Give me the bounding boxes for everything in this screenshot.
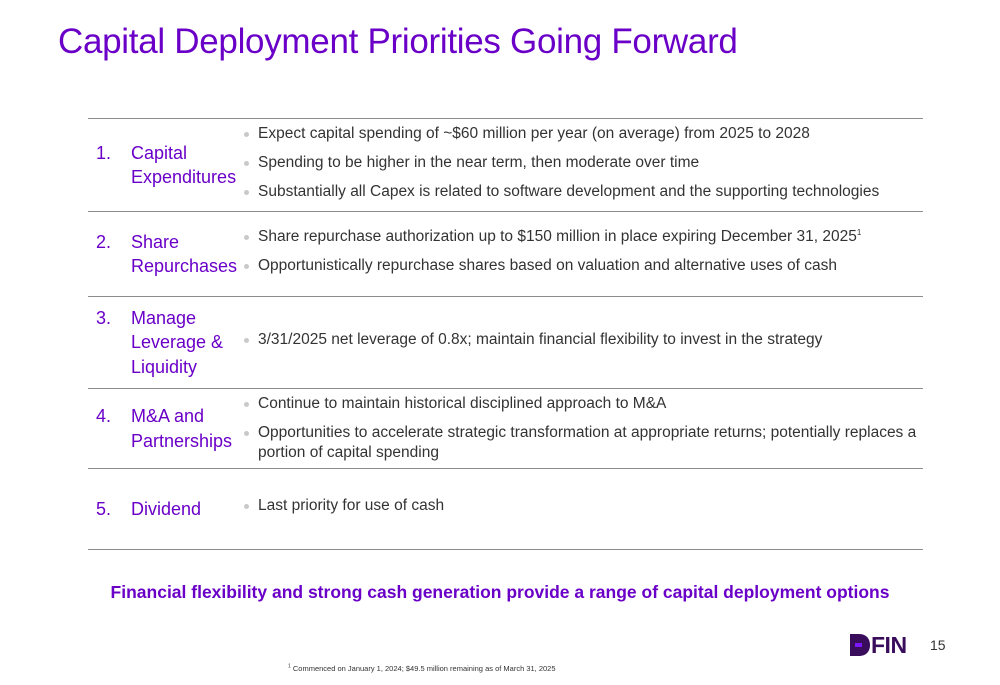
tagline: Financial flexibility and strong cash ge…: [110, 582, 890, 602]
priority-points: 3/31/2025 net leverage of 0.8x; maintain…: [240, 330, 923, 350]
bullet-point: Continue to maintain historical discipli…: [240, 394, 923, 414]
priority-row: 5. Dividend Last priority for use of cas…: [88, 469, 923, 550]
priority-number: 4.: [96, 406, 112, 426]
priority-row: 2. Share Repurchases Share repurchase au…: [88, 212, 923, 297]
bullet-point: Opportunistically repurchase shares base…: [240, 256, 923, 276]
priority-label: Dividend: [131, 498, 202, 519]
priority-points: Continue to maintain historical discipli…: [240, 394, 923, 463]
priority-label: Manage Leverage & Liquidity: [131, 307, 224, 377]
priority-heading: 4. M&A and Partnerships: [88, 404, 240, 453]
bullet-text: Share repurchase authorization up to $15…: [258, 228, 857, 245]
bullet-point: Share repurchase authorization up to $15…: [240, 227, 923, 247]
priorities-table: 1. Capital Expenditures Expect capital s…: [88, 118, 923, 550]
footnote-marker: 1: [856, 227, 862, 237]
priority-number: 2.: [96, 231, 112, 252]
bullet-point: Last priority for use of cash: [240, 496, 923, 516]
bullet-point: Expect capital spending of ~$60 million …: [240, 124, 923, 144]
page-title: Capital Deployment Priorities Going Forw…: [58, 22, 738, 61]
priority-number: 3.: [96, 307, 112, 328]
priority-row: 1. Capital Expenditures Expect capital s…: [88, 119, 923, 212]
priority-number: 5.: [96, 498, 112, 519]
priority-points: Share repurchase authorization up to $15…: [240, 227, 923, 276]
priority-heading: 2. Share Repurchases: [88, 230, 240, 279]
footnote-text: Commenced on January 1, 2024; $49.5 mill…: [292, 664, 556, 673]
footnote-marker: 1: [288, 663, 291, 670]
bullet-point: Opportunities to accelerate strategic tr…: [240, 423, 923, 463]
priority-points: Last priority for use of cash: [240, 496, 923, 516]
priority-label: M&A and Partnerships: [131, 406, 233, 451]
priority-heading: 5. Dividend: [88, 497, 240, 522]
dfin-logo-icon: [850, 634, 870, 656]
priority-row: 3. Manage Leverage & Liquidity 3/31/2025…: [88, 297, 923, 389]
priority-heading: 1. Capital Expenditures: [88, 141, 240, 190]
page-number: 15: [930, 637, 946, 653]
priority-row: 4. M&A and Partnerships Continue to main…: [88, 389, 923, 469]
bullet-point: Substantially all Capex is related to so…: [240, 182, 923, 202]
priority-points: Expect capital spending of ~$60 million …: [240, 124, 923, 202]
footnote: 1 Commenced on January 1, 2024; $49.5 mi…: [288, 664, 556, 673]
priority-label: Share Repurchases: [131, 231, 238, 277]
bullet-point: Spending to be higher in the near term, …: [240, 153, 923, 173]
bullet-point: 3/31/2025 net leverage of 0.8x; maintain…: [240, 330, 923, 350]
dfin-logo: FIN: [850, 632, 907, 658]
priority-number: 1.: [96, 142, 112, 163]
logo-wordmark: FIN: [871, 632, 907, 658]
priority-heading: 3. Manage Leverage & Liquidity: [88, 306, 240, 380]
priority-label: Capital Expenditures: [131, 142, 237, 188]
